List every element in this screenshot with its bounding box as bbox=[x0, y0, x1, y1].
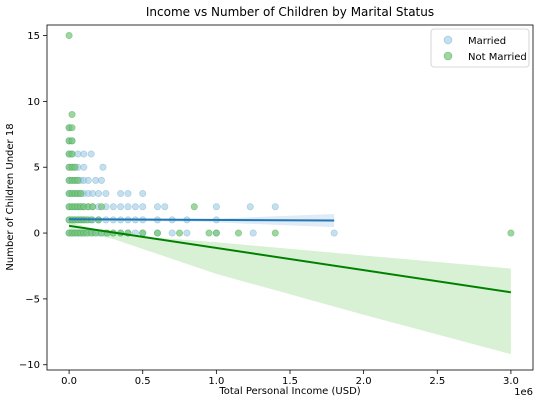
x-tick-label: 0.0 bbox=[61, 376, 77, 387]
scatter-point-married bbox=[117, 190, 125, 198]
scatter-point-not-married bbox=[77, 190, 85, 198]
scatter-point-married bbox=[89, 190, 97, 198]
scatter-point-married bbox=[168, 229, 176, 237]
scatter-point-married bbox=[131, 203, 139, 211]
scatter-point-married bbox=[161, 203, 169, 211]
legend-label-married: Married bbox=[468, 36, 506, 47]
scatter-point-not-married bbox=[68, 150, 76, 158]
y-tick-label: 15 bbox=[27, 31, 40, 42]
confidence-band-not-married bbox=[69, 221, 511, 355]
scatter-point-married bbox=[80, 163, 88, 171]
x-tick-label: 2.5 bbox=[429, 376, 445, 387]
y-tick-label: −10 bbox=[19, 360, 40, 371]
scatter-point-married bbox=[99, 163, 107, 171]
scatter-point-not-married bbox=[153, 229, 161, 237]
scatter-point-not-married bbox=[205, 229, 213, 237]
x-tick-label: 0.5 bbox=[135, 376, 151, 387]
scatter-point-married bbox=[117, 203, 125, 211]
legend-marker-married bbox=[443, 35, 453, 45]
x-tick-label: 2.0 bbox=[356, 376, 372, 387]
scatter-point-married bbox=[92, 176, 100, 184]
scatter-point-married bbox=[246, 203, 254, 211]
scatter-point-married bbox=[249, 229, 257, 237]
scatter-point-not-married bbox=[68, 137, 76, 145]
y-axis: −10 −5 0 5 10 15 bbox=[19, 31, 47, 371]
scatter-point-not-married bbox=[68, 111, 76, 119]
scatter-point-not-married bbox=[190, 203, 198, 211]
y-tick-label: 5 bbox=[34, 163, 40, 174]
x-axis-title: Total Personal Income (USD) bbox=[218, 386, 360, 397]
y-tick-label: −5 bbox=[25, 294, 40, 305]
scatter-point-married bbox=[212, 203, 220, 211]
scatter-point-not-married bbox=[271, 229, 279, 237]
scatter-point-married bbox=[109, 203, 117, 211]
scatter-point-married bbox=[97, 176, 105, 184]
x-axis: 0.0 0.5 1.0 1.5 2.0 2.5 3.0 bbox=[61, 370, 519, 387]
scatter-point-married bbox=[271, 203, 279, 211]
scatter-point-married bbox=[330, 229, 338, 237]
regression-line-not-married bbox=[68, 224, 512, 294]
scatter-point-married bbox=[139, 203, 147, 211]
legend-box bbox=[430, 28, 530, 68]
scatter-point-not-married bbox=[234, 229, 242, 237]
legend: Married Not Married bbox=[430, 28, 530, 68]
scatter-point-married bbox=[153, 203, 161, 211]
scatter-point-married bbox=[74, 150, 82, 158]
y-tick-label: 10 bbox=[27, 97, 40, 108]
scatter-point-not-married bbox=[176, 229, 184, 237]
scatter-point-married bbox=[84, 176, 92, 184]
scatter-point-married bbox=[124, 203, 132, 211]
scatter-point-married bbox=[183, 229, 191, 237]
x-tick-label: 3.0 bbox=[503, 376, 519, 387]
scatter-point-not-married bbox=[65, 32, 73, 40]
scatter-point-not-married bbox=[507, 229, 515, 237]
chart-title: Income vs Number of Children by Marital … bbox=[146, 5, 434, 19]
scatter-point-not-married bbox=[97, 203, 105, 211]
scatter-point-married bbox=[80, 150, 88, 158]
scatter-point-not-married bbox=[139, 229, 147, 237]
scatter-point-not-married bbox=[212, 229, 220, 237]
scatter-point-not-married bbox=[89, 203, 97, 211]
scatter-point-married bbox=[102, 190, 110, 198]
scatter-point-not-married bbox=[71, 163, 79, 171]
scatter-point-married bbox=[124, 190, 132, 198]
scatter-point-not-married bbox=[68, 124, 76, 132]
scatter-point-married bbox=[139, 190, 147, 198]
y-tick-label: 0 bbox=[34, 229, 40, 240]
scatter-point-married bbox=[95, 190, 103, 198]
legend-label-not-married: Not Married bbox=[468, 52, 527, 63]
scatter-point-married bbox=[87, 150, 95, 158]
x-axis-offset-label: 1e6 bbox=[514, 387, 533, 398]
scatter-point-not-married bbox=[74, 176, 82, 184]
y-axis-title: Number of Children Under 18 bbox=[5, 123, 16, 270]
legend-marker-not-married bbox=[443, 51, 453, 61]
regression-line-married bbox=[69, 218, 335, 222]
x-tick-label: 1.5 bbox=[282, 376, 298, 387]
x-tick-label: 1.0 bbox=[208, 376, 224, 387]
regression-lines bbox=[68, 218, 512, 294]
